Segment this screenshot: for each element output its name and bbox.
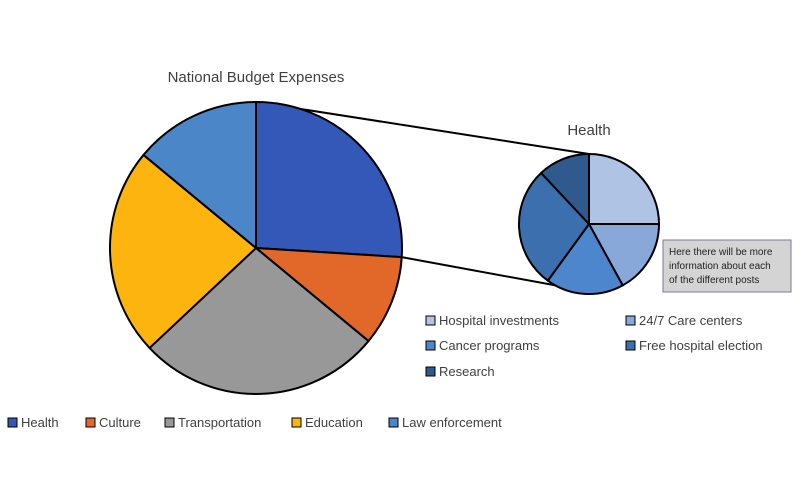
legend-swatch-education xyxy=(291,417,302,428)
legend-swatch-research xyxy=(425,366,436,377)
legend-label-free-hospital-election: Free hospital election xyxy=(639,338,763,353)
legend-label-cancer-programs: Cancer programs xyxy=(439,338,540,353)
legend-label-health: Health xyxy=(21,415,59,430)
legend-swatch-transportation xyxy=(164,417,175,428)
pie-slice-law-enforcement xyxy=(142,101,257,249)
legend-swatch-culture xyxy=(85,417,96,428)
legend-swatch-hospital-investments xyxy=(425,315,436,326)
legend-label-research: Research xyxy=(439,364,495,379)
pie-slice-transportation xyxy=(148,247,370,395)
info-callout-box xyxy=(662,239,792,293)
info-callout: Here there will be more information abou… xyxy=(662,239,792,293)
legend-label-transportation: Transportation xyxy=(178,415,261,430)
pie-slice-24-7-care-centers xyxy=(588,223,660,287)
legend-swatch-health xyxy=(7,417,18,428)
pie-slice-education xyxy=(109,153,257,349)
health-pie xyxy=(518,153,660,295)
pie-slice-cancer-programs xyxy=(546,223,624,295)
pie-slice-hospital-investments xyxy=(588,153,660,225)
legend-label-law-enforcement: Law enforcement xyxy=(402,415,502,430)
legend-swatch-free-hospital-election xyxy=(625,340,636,351)
main-pie xyxy=(109,101,403,395)
legend-label-culture: Culture xyxy=(99,415,141,430)
info-callout-line: of the different posts xyxy=(669,275,759,286)
info-callout-line: Here there will be more xyxy=(669,247,773,258)
legend-label-education: Education xyxy=(305,415,363,430)
pie-slice-research xyxy=(540,153,590,225)
legend-swatch-24-7-care-centers xyxy=(625,315,636,326)
connector-line-top xyxy=(255,101,590,155)
pie-slice-health xyxy=(255,101,403,259)
main-legend: Health Culture Transportation Education Law … xyxy=(7,415,502,430)
connector-lines xyxy=(255,101,590,287)
legend-label-hospital-investments: Hospital investments xyxy=(439,313,559,328)
pie-slice-free-hospital-election xyxy=(518,171,590,282)
legend-swatch-cancer-programs xyxy=(425,340,436,351)
pie-slice-culture xyxy=(255,247,403,343)
legend-label-24-7-care-centers: 24/7 Care centers xyxy=(639,313,743,328)
main-chart-title: National Budget Expenses xyxy=(168,69,345,86)
connector-line-bottom xyxy=(401,256,560,287)
health-legend: Hospital investments 24/7 Care centers Can… xyxy=(425,313,763,379)
info-callout-line: information about each xyxy=(669,261,771,272)
legend-swatch-law-enforcement xyxy=(388,417,399,428)
health-chart-title: Health xyxy=(567,122,610,139)
